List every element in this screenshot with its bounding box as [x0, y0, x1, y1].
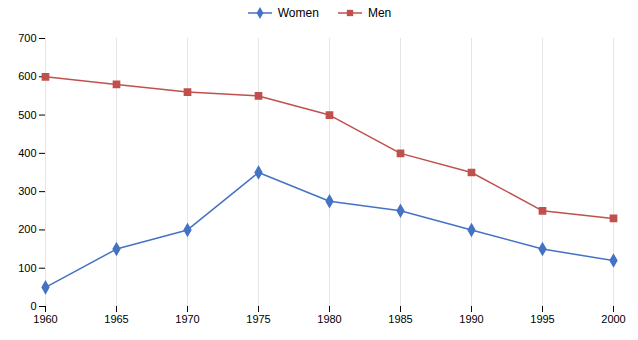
svg-text:500: 500	[18, 109, 36, 121]
svg-text:200: 200	[18, 223, 36, 235]
svg-text:2000: 2000	[601, 313, 625, 325]
svg-text:1985: 1985	[388, 313, 412, 325]
svg-text:600: 600	[18, 70, 36, 82]
svg-text:1960: 1960	[33, 313, 57, 325]
svg-text:0: 0	[30, 300, 36, 312]
svg-text:1975: 1975	[246, 313, 270, 325]
svg-text:400: 400	[18, 147, 36, 159]
svg-text:700: 700	[18, 32, 36, 44]
svg-text:1990: 1990	[459, 313, 483, 325]
html-text:Women: Women	[277, 6, 319, 20]
svg-text:1980: 1980	[317, 313, 341, 325]
svg-text:1965: 1965	[104, 313, 128, 325]
svg-text:100: 100	[18, 262, 36, 274]
svg-text:1970: 1970	[175, 313, 199, 325]
svg-text:1995: 1995	[530, 313, 554, 325]
html-text:Men: Men	[367, 6, 392, 20]
svg-text:300: 300	[18, 185, 36, 197]
